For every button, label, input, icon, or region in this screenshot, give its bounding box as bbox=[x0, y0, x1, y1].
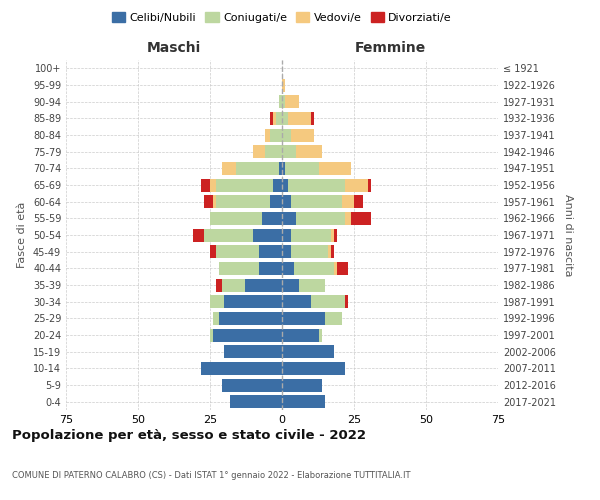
Bar bbox=[328, 245, 331, 258]
Bar bbox=[221, 278, 245, 291]
Bar bbox=[253, 145, 265, 158]
Bar bbox=[274, 178, 282, 192]
Bar bbox=[299, 278, 325, 291]
Bar bbox=[351, 212, 371, 225]
Bar bbox=[265, 145, 282, 158]
Bar bbox=[311, 295, 346, 308]
Bar bbox=[221, 162, 236, 175]
Bar bbox=[271, 195, 282, 208]
Bar bbox=[285, 95, 299, 108]
Bar bbox=[216, 178, 274, 192]
Bar bbox=[288, 178, 346, 192]
Bar bbox=[282, 195, 290, 208]
Bar bbox=[343, 195, 354, 208]
Bar bbox=[282, 162, 285, 175]
Bar bbox=[259, 262, 282, 275]
Bar bbox=[296, 145, 322, 158]
Bar bbox=[259, 245, 282, 258]
Bar bbox=[290, 245, 328, 258]
Bar bbox=[331, 228, 334, 241]
Bar bbox=[282, 228, 290, 241]
Bar bbox=[282, 128, 290, 141]
Bar bbox=[282, 362, 346, 375]
Bar bbox=[334, 228, 337, 241]
Bar bbox=[210, 212, 262, 225]
Text: COMUNE DI PATERNO CALABRO (CS) - Dati ISTAT 1° gennaio 2022 - Elaborazione TUTTI: COMUNE DI PATERNO CALABRO (CS) - Dati IS… bbox=[12, 471, 410, 480]
Bar bbox=[218, 312, 282, 325]
Bar bbox=[368, 178, 371, 192]
Bar bbox=[216, 195, 271, 208]
Bar bbox=[245, 278, 282, 291]
Bar bbox=[282, 262, 293, 275]
Text: Popolazione per età, sesso e stato civile - 2022: Popolazione per età, sesso e stato civil… bbox=[12, 430, 366, 442]
Bar bbox=[346, 178, 368, 192]
Bar bbox=[346, 295, 348, 308]
Text: Maschi: Maschi bbox=[147, 41, 201, 55]
Bar bbox=[319, 328, 322, 342]
Bar bbox=[282, 212, 296, 225]
Bar bbox=[282, 112, 288, 125]
Bar bbox=[282, 312, 325, 325]
Bar bbox=[325, 312, 343, 325]
Bar bbox=[193, 228, 204, 241]
Bar bbox=[218, 262, 259, 275]
Bar bbox=[274, 112, 276, 125]
Bar bbox=[334, 262, 337, 275]
Bar bbox=[279, 95, 282, 108]
Bar bbox=[282, 78, 285, 92]
Bar bbox=[354, 195, 362, 208]
Bar bbox=[282, 295, 311, 308]
Bar bbox=[202, 178, 210, 192]
Bar bbox=[282, 145, 296, 158]
Bar bbox=[331, 245, 334, 258]
Bar bbox=[282, 278, 299, 291]
Legend: Celibi/Nubili, Coniugati/e, Vedovi/e, Divorziati/e: Celibi/Nubili, Coniugati/e, Vedovi/e, Di… bbox=[107, 8, 457, 28]
Bar bbox=[319, 162, 351, 175]
Bar bbox=[282, 378, 322, 392]
Bar bbox=[210, 178, 216, 192]
Bar bbox=[221, 378, 282, 392]
Bar bbox=[213, 312, 218, 325]
Bar bbox=[210, 245, 216, 258]
Bar bbox=[282, 178, 288, 192]
Bar bbox=[213, 328, 282, 342]
Bar bbox=[311, 112, 314, 125]
Bar bbox=[293, 262, 334, 275]
Bar bbox=[282, 95, 285, 108]
Bar bbox=[337, 262, 348, 275]
Bar bbox=[210, 295, 224, 308]
Bar bbox=[282, 245, 290, 258]
Y-axis label: Anni di nascita: Anni di nascita bbox=[563, 194, 572, 276]
Bar bbox=[285, 162, 319, 175]
Bar bbox=[290, 128, 314, 141]
Bar bbox=[253, 228, 282, 241]
Bar bbox=[346, 212, 351, 225]
Y-axis label: Fasce di età: Fasce di età bbox=[17, 202, 27, 268]
Bar bbox=[236, 162, 279, 175]
Bar bbox=[282, 395, 325, 408]
Bar bbox=[230, 395, 282, 408]
Bar bbox=[296, 212, 346, 225]
Bar bbox=[204, 195, 213, 208]
Bar bbox=[282, 328, 319, 342]
Bar bbox=[210, 328, 213, 342]
Text: Femmine: Femmine bbox=[355, 41, 425, 55]
Bar bbox=[262, 212, 282, 225]
Bar bbox=[282, 345, 334, 358]
Bar bbox=[279, 162, 282, 175]
Bar bbox=[290, 228, 331, 241]
Bar bbox=[202, 362, 282, 375]
Bar bbox=[265, 128, 271, 141]
Bar bbox=[224, 295, 282, 308]
Bar bbox=[288, 112, 311, 125]
Bar bbox=[213, 195, 216, 208]
Bar bbox=[290, 195, 343, 208]
Bar bbox=[204, 228, 253, 241]
Bar bbox=[216, 278, 221, 291]
Bar bbox=[224, 345, 282, 358]
Bar bbox=[216, 245, 259, 258]
Bar bbox=[271, 128, 282, 141]
Bar bbox=[276, 112, 282, 125]
Bar bbox=[271, 112, 274, 125]
